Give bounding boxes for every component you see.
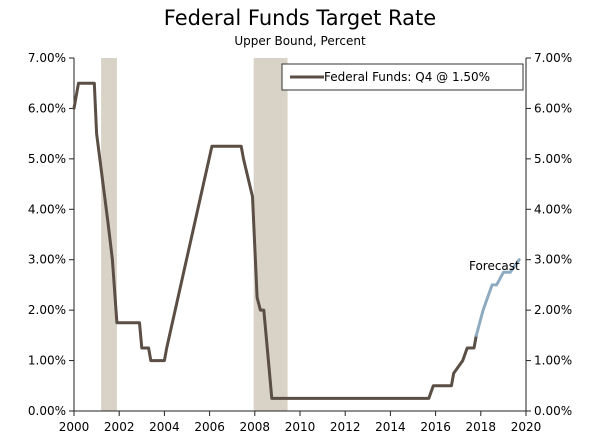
y-tick-label-left: 5.00% — [28, 152, 66, 166]
x-tick-label: 2016 — [420, 420, 451, 434]
y-tick-label-right: 7.00% — [534, 51, 572, 65]
x-tick-label: 2012 — [330, 420, 361, 434]
series-line-federal-funds — [72, 81, 478, 400]
y-tick-label-right: 0.00% — [534, 404, 572, 418]
x-tick-label: 2020 — [511, 420, 542, 434]
recession-bands — [101, 58, 288, 411]
y-tick-label-left: 4.00% — [28, 202, 66, 216]
y-tick-label-left: 2.00% — [28, 303, 66, 317]
y-tick-label-left: 3.00% — [28, 253, 66, 267]
x-tick-label: 2014 — [375, 420, 406, 434]
y-tick-label-right: 5.00% — [534, 152, 572, 166]
x-tick-label: 2008 — [240, 420, 271, 434]
series-lines — [72, 81, 521, 400]
y-tick-label-right: 3.00% — [534, 253, 572, 267]
chart-subtitle: Upper Bound, Percent — [234, 34, 366, 48]
y-tick-label-left: 7.00% — [28, 51, 66, 65]
x-tick-label: 2002 — [104, 420, 135, 434]
series-line-forecast — [474, 258, 521, 337]
x-tick-label: 2000 — [59, 420, 90, 434]
legend-label: Federal Funds: Q4 @ 1.50% — [324, 70, 490, 84]
chart-axes: 0.00% 0.00% 1.00% 1.00% 2.00% 2.00% 3.00% 3.00%… — [28, 51, 572, 434]
y-tick-label-left: 1.00% — [28, 354, 66, 368]
recession-band-1 — [253, 58, 288, 411]
x-tick-label: 2018 — [466, 420, 497, 434]
chart-title: Federal Funds Target Rate — [164, 6, 436, 30]
y-tick-label-right: 1.00% — [534, 354, 572, 368]
legend: Federal Funds: Q4 @ 1.50% — [281, 63, 524, 91]
x-tick-label: 2004 — [149, 420, 180, 434]
y-tick-label-left: 0.00% — [28, 404, 66, 418]
y-tick-label-left: 6.00% — [28, 101, 66, 115]
x-tick-label: 2010 — [285, 420, 316, 434]
annotation-forecast: Forecast — [469, 259, 520, 273]
y-tick-label-right: 6.00% — [534, 101, 572, 115]
y-tick-label-right: 4.00% — [534, 202, 572, 216]
x-tick-label: 2006 — [194, 420, 225, 434]
y-tick-label-right: 2.00% — [534, 303, 572, 317]
